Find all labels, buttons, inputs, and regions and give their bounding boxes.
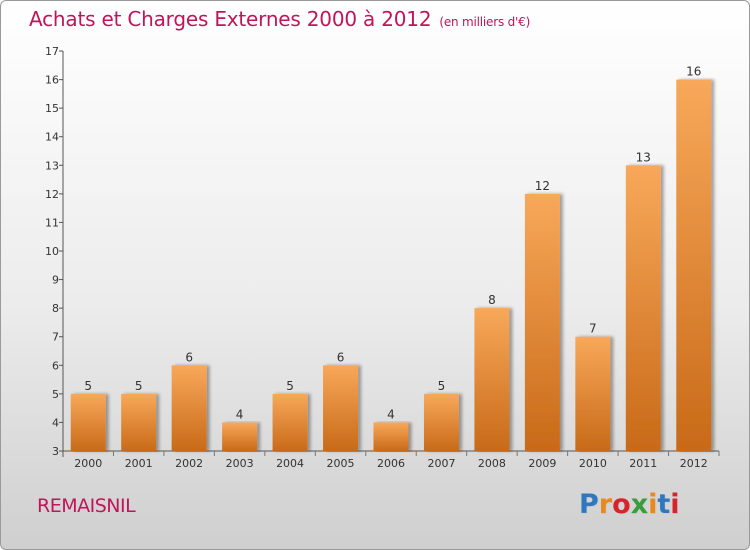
y-axis: 3 4 5 6 7 8 9 10 11 12 13 14 15 16 17 xyxy=(45,45,64,458)
y-tick-label: 8 xyxy=(52,302,59,315)
x-tick-label: 2004 xyxy=(276,457,304,470)
bars-group: 5 5 6 4 5 6 4 5 8 12 7 13 16 xyxy=(70,65,712,452)
proxiti-logo: Proxiti xyxy=(579,489,680,520)
bar-value-label: 5 xyxy=(135,379,143,393)
bar xyxy=(373,422,409,451)
x-tick-label: 2010 xyxy=(579,457,607,470)
bar xyxy=(70,393,106,451)
x-tick-label: 2011 xyxy=(629,457,657,470)
bar xyxy=(625,165,661,452)
bar-value-label: 5 xyxy=(438,379,446,393)
y-tick-label: 14 xyxy=(45,131,59,144)
y-tick-label: 9 xyxy=(52,274,59,287)
bar-value-label: 7 xyxy=(589,322,597,336)
bar-value-label: 6 xyxy=(337,350,345,364)
bar-value-label: 6 xyxy=(185,350,193,364)
y-tick-label: 4 xyxy=(52,416,59,429)
y-tick-label: 15 xyxy=(45,102,59,115)
bar xyxy=(524,193,560,451)
y-tick-label: 16 xyxy=(45,74,59,87)
y-tick-label: 10 xyxy=(45,245,59,258)
logo-letter: i xyxy=(670,489,680,520)
x-tick-label: 2009 xyxy=(528,457,556,470)
x-tick-label: 2012 xyxy=(680,457,708,470)
x-tick-label: 2007 xyxy=(427,457,455,470)
bar xyxy=(423,393,459,451)
bar-value-label: 12 xyxy=(535,179,550,193)
y-tick-label: 12 xyxy=(45,188,59,201)
chart-title: Achats et Charges Externes 2000 à 2012 (e… xyxy=(29,7,530,31)
bar-value-label: 5 xyxy=(286,379,294,393)
chart-subtitle: (en milliers d'€) xyxy=(439,15,531,29)
x-tick-label: 2003 xyxy=(226,457,254,470)
x-tick-label: 2005 xyxy=(327,457,355,470)
bar xyxy=(171,365,207,451)
bar xyxy=(575,336,611,451)
y-tick-label: 5 xyxy=(52,388,59,401)
chart-title-text: Achats et Charges Externes 2000 à 2012 xyxy=(29,7,432,31)
bar xyxy=(272,393,308,451)
bar xyxy=(121,393,157,451)
logo-letter: x xyxy=(630,489,649,520)
y-tick-label: 17 xyxy=(45,45,59,58)
bar xyxy=(676,79,712,452)
x-tick-label: 2008 xyxy=(478,457,506,470)
x-tick-label: 2001 xyxy=(125,457,153,470)
y-tick-label: 13 xyxy=(45,159,59,172)
x-tick-label: 2000 xyxy=(74,457,102,470)
bar xyxy=(222,422,258,451)
logo-letter: t xyxy=(657,489,671,520)
y-tick-label: 11 xyxy=(45,216,59,229)
logo-letter: o xyxy=(612,489,631,520)
bar xyxy=(474,308,510,451)
bar-value-label: 13 xyxy=(636,150,651,164)
x-tick-label: 2006 xyxy=(377,457,405,470)
bar-value-label: 4 xyxy=(387,407,395,421)
x-tick-label: 2002 xyxy=(175,457,203,470)
commune-name: REMAISNIL xyxy=(37,495,136,517)
bar xyxy=(323,365,359,451)
logo-letter: r xyxy=(598,489,613,520)
bar-value-label: 8 xyxy=(488,293,496,307)
y-tick-label: 7 xyxy=(52,331,59,344)
x-axis: 2000 2001 2002 2003 2004 2005 2006 2007 2008 2009… xyxy=(63,450,720,470)
y-tick-label: 3 xyxy=(52,445,59,458)
logo-letter: i xyxy=(648,489,658,520)
bar-value-label: 16 xyxy=(686,65,701,79)
y-tick-label: 6 xyxy=(52,359,59,372)
logo-letter: P xyxy=(579,489,599,520)
bar-value-label: 5 xyxy=(84,379,92,393)
bar-value-label: 4 xyxy=(236,407,244,421)
